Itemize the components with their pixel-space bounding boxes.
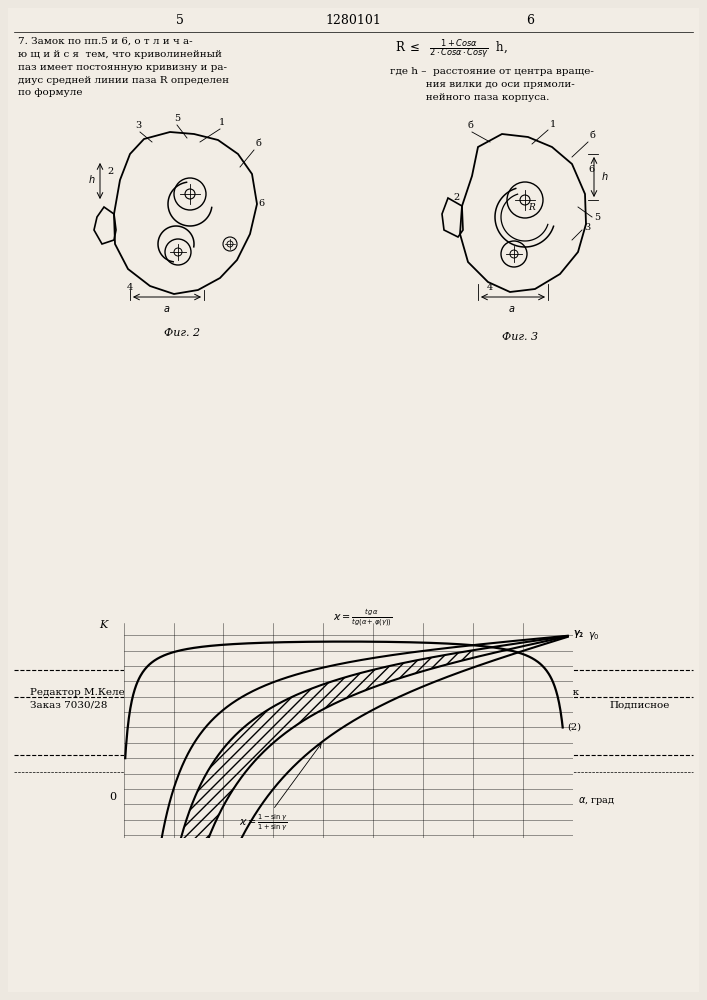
Text: Техред Л.Сердюкова: Техред Л.Сердюкова bbox=[240, 688, 366, 697]
Text: б: б bbox=[590, 131, 596, 140]
Text: 2: 2 bbox=[107, 167, 113, 176]
Text: 5: 5 bbox=[174, 114, 180, 123]
Text: 1280101: 1280101 bbox=[325, 13, 381, 26]
Text: где h –  расстояние от центра враще-
           ния вилки до оси прямоли-
      : где h – расстояние от центра враще- ния … bbox=[390, 67, 594, 102]
Text: 3: 3 bbox=[584, 224, 590, 232]
Text: a: a bbox=[164, 304, 170, 314]
Text: Фиг. 4: Фиг. 4 bbox=[335, 650, 371, 660]
Text: Заказ 7030/28: Заказ 7030/28 bbox=[30, 701, 107, 710]
Text: $\alpha$, град: $\alpha$, град bbox=[578, 795, 615, 807]
Text: Составитель Н.Камский: Составитель Н.Камский bbox=[287, 675, 419, 684]
Text: Подписное: Подписное bbox=[609, 701, 670, 710]
Text: ВНИИПИ Государственного комитета СССР: ВНИИПИ Государственного комитета СССР bbox=[231, 715, 475, 724]
Text: б: б bbox=[256, 139, 262, 148]
Text: 113035, Москва, Ж-35, Раушская наб., д.4/5: 113035, Москва, Ж-35, Раушская наб., д.4… bbox=[233, 741, 474, 750]
Text: по делам изобретений и открытий: по делам изобретений и открытий bbox=[258, 728, 448, 738]
FancyBboxPatch shape bbox=[8, 8, 699, 992]
Text: $\varkappa = \frac{tg\,\alpha}{tg(\alpha+\varphi(\gamma))}$: $\varkappa = \frac{tg\,\alpha}{tg(\alpha… bbox=[334, 608, 393, 629]
Text: Редактор М.Келемеш: Редактор М.Келемеш bbox=[30, 688, 148, 697]
Text: 3: 3 bbox=[135, 121, 141, 130]
Text: Производственно-полиграфическое предприятие, г.Ужгород, ул.Проектная,4: Производственно-полиграфическое предприя… bbox=[139, 760, 567, 769]
Text: $\gamma_2$: $\gamma_2$ bbox=[573, 628, 584, 640]
Text: 7. Замок по пп.5 и 6, о т л и ч а-
ю щ и й с я  тем, что криволинейный
паз имеет: 7. Замок по пп.5 и 6, о т л и ч а- ю щ и… bbox=[18, 37, 229, 97]
Text: R: R bbox=[529, 202, 535, 212]
Text: $\gamma_0$: $\gamma_0$ bbox=[588, 630, 600, 642]
Text: 5: 5 bbox=[594, 214, 600, 223]
Text: h: h bbox=[602, 172, 608, 182]
Text: 6: 6 bbox=[258, 200, 264, 209]
Text: 1: 1 bbox=[219, 118, 225, 127]
Text: K: K bbox=[100, 620, 108, 630]
Text: 4: 4 bbox=[487, 283, 493, 292]
Text: 6: 6 bbox=[526, 13, 534, 26]
Text: $\gamma_1$: $\gamma_1$ bbox=[573, 628, 584, 640]
Text: 6: 6 bbox=[588, 165, 594, 174]
Text: (2): (2) bbox=[568, 723, 582, 732]
Text: h: h bbox=[89, 175, 95, 185]
Text: $\varkappa = \frac{1-\sin\gamma}{1+\sin\gamma}$: $\varkappa = \frac{1-\sin\gamma}{1+\sin\… bbox=[239, 744, 321, 833]
Text: 4: 4 bbox=[127, 283, 133, 292]
Text: R $\leq$  $\frac{1 + Cos\alpha}{2\cdot Cos\alpha\cdot Cos\gamma}$  h,: R $\leq$ $\frac{1 + Cos\alpha}{2\cdot Co… bbox=[395, 37, 508, 61]
Text: 5: 5 bbox=[176, 13, 184, 26]
Text: Тираж 441: Тираж 441 bbox=[323, 701, 382, 710]
Text: a: a bbox=[509, 304, 515, 314]
Text: б: б bbox=[467, 121, 473, 130]
Text: 2: 2 bbox=[453, 193, 459, 202]
Text: Фиг. 2: Фиг. 2 bbox=[164, 328, 200, 338]
Text: Корректор М.Демчик: Корректор М.Демчик bbox=[460, 688, 579, 697]
Text: Фиг. 3: Фиг. 3 bbox=[502, 332, 538, 342]
Text: 1: 1 bbox=[550, 120, 556, 129]
Text: 0: 0 bbox=[109, 792, 116, 802]
